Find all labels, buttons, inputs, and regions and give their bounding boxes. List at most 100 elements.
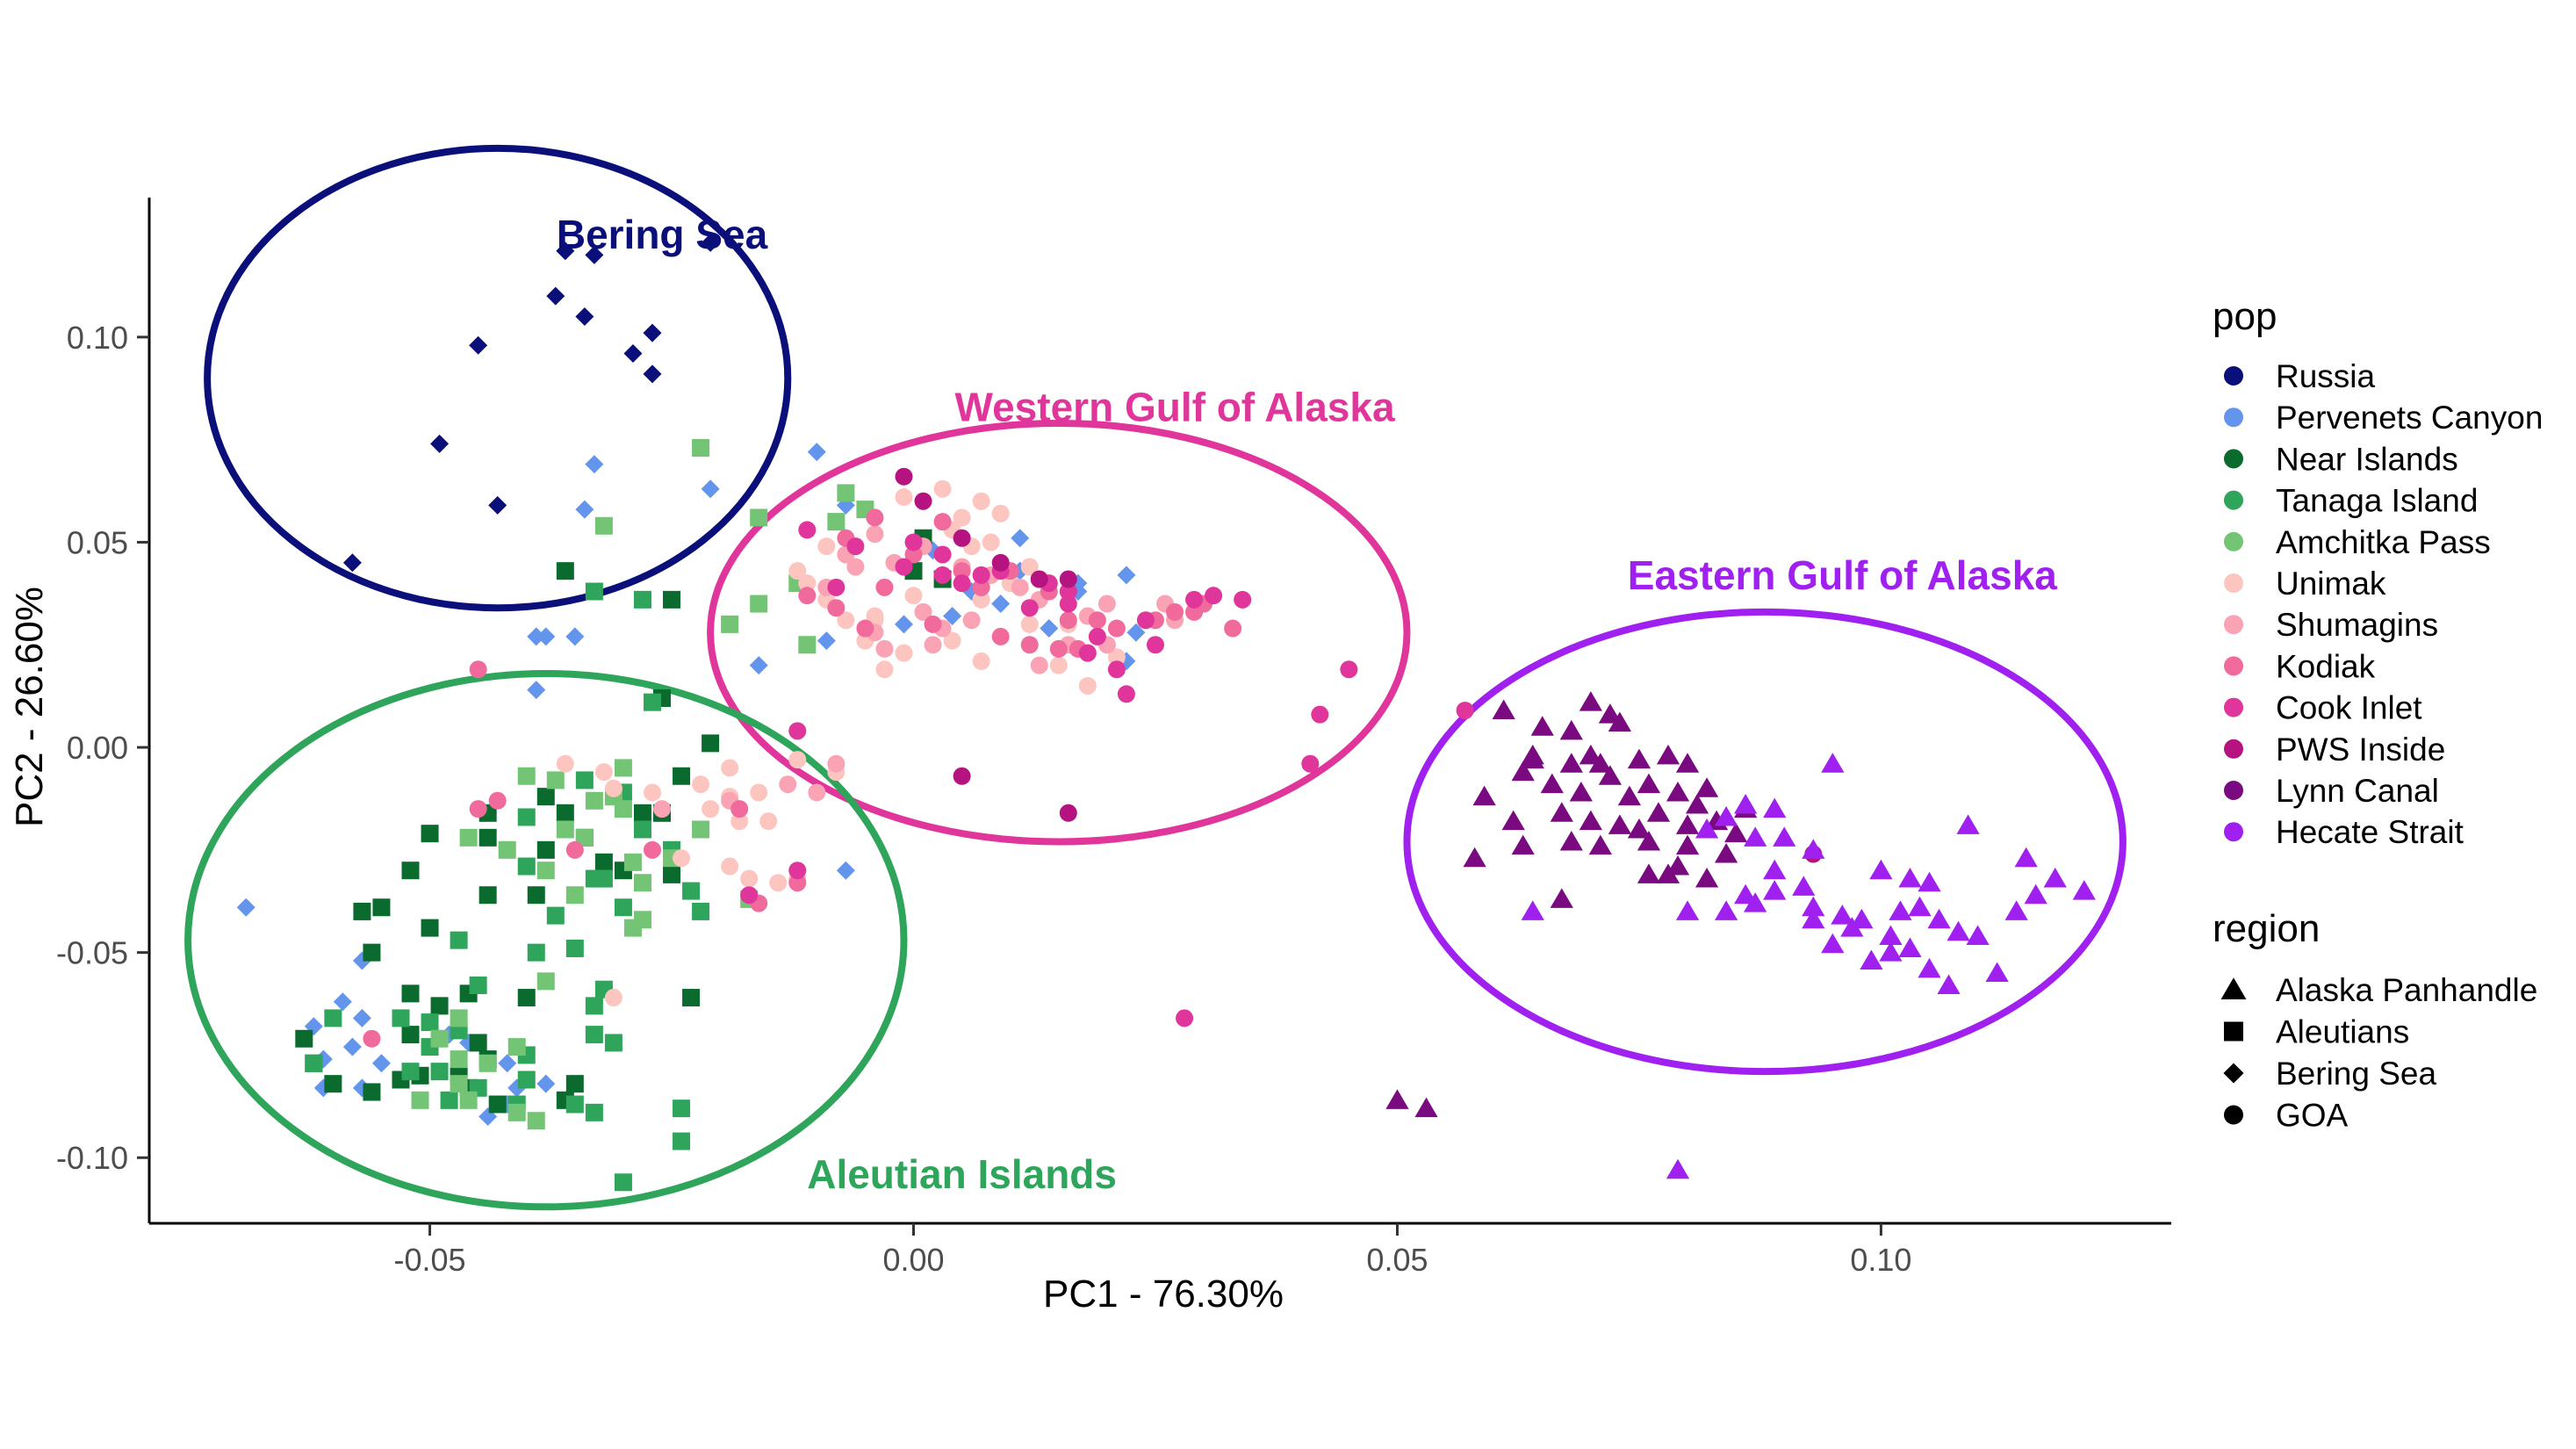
- legend-region-label: Aleutians: [2276, 1014, 2409, 1050]
- point-lynn-canal: [1472, 785, 1496, 806]
- point-near-islands: [556, 804, 574, 822]
- point-lynn-canal: [1463, 847, 1486, 868]
- point-hecate-strait: [1763, 859, 1787, 880]
- point-russia: [643, 323, 662, 342]
- legend-pop-label: Near Islands: [2276, 441, 2458, 477]
- legend-pop-label: PWS Inside: [2276, 732, 2445, 768]
- point-tanaga-island: [643, 693, 661, 711]
- point-unimak: [875, 660, 894, 679]
- legend-pop-label: Pervenets Canyon: [2276, 400, 2543, 436]
- point-hecate-strait: [1918, 871, 1941, 892]
- point-amchitka-pass: [411, 1091, 429, 1109]
- point-unimak: [788, 562, 807, 580]
- legend-pop-key: [2224, 656, 2243, 676]
- point-kodiak: [972, 578, 990, 596]
- point-cook-inlet: [933, 545, 952, 564]
- y-axis-ticks: -0.10 -0.05 0.00 0.05 0.10: [56, 320, 149, 1176]
- point-kodiak: [875, 578, 894, 596]
- point-russia: [430, 434, 450, 453]
- point-near-islands: [363, 1083, 381, 1101]
- point-lynn-canal: [1414, 1097, 1438, 1118]
- point-cook-inlet: [1059, 595, 1077, 613]
- point-pervenets-canyon: [817, 631, 836, 651]
- point-hecate-strait: [1860, 949, 1883, 970]
- point-lynn-canal: [1656, 863, 1680, 883]
- point-amchitka-pass: [498, 840, 516, 859]
- legend-pop-key: [2224, 366, 2243, 386]
- point-hecate-strait: [1521, 900, 1544, 920]
- legend-region-label: Alaska Panhandle: [2276, 972, 2537, 1008]
- point-unimak: [904, 587, 923, 605]
- point-tanaga-island: [305, 1054, 323, 1072]
- point-lynn-canal: [1675, 814, 1700, 834]
- point-amchitka-pass: [459, 1091, 478, 1109]
- y-tick-label: -0.05: [56, 935, 128, 971]
- point-hecate-strait: [1879, 925, 1903, 945]
- point-amchitka-pass: [517, 767, 536, 785]
- point-hecate-strait: [1831, 905, 1854, 925]
- point-lynn-canal: [1540, 773, 1564, 794]
- point-cook-inlet: [1146, 636, 1164, 654]
- point-near-islands: [517, 989, 536, 1007]
- point-russia: [701, 233, 720, 252]
- point-unimak: [721, 759, 739, 777]
- point-amchitka-pass: [459, 828, 478, 847]
- point-hecate-strait: [1908, 896, 1932, 917]
- point-tanaga-island: [633, 820, 651, 839]
- point-hecate-strait: [1956, 814, 1980, 834]
- legend-pop-key: [2224, 449, 2243, 469]
- point-kodiak: [1166, 602, 1184, 621]
- point-pws-inside: [914, 492, 932, 510]
- point-amchitka-pass: [827, 513, 845, 531]
- x-tick-label: 0.10: [1850, 1242, 1911, 1278]
- point-russia: [556, 242, 575, 261]
- point-unimak: [1020, 615, 1039, 633]
- point-pervenets-canyon: [536, 1074, 556, 1093]
- point-amchitka-pass: [837, 484, 855, 502]
- legend-pop-label: Amchitka Pass: [2276, 524, 2491, 560]
- point-unimak: [769, 874, 788, 892]
- y-tick-label: 0.05: [67, 524, 128, 560]
- point-cook-inlet: [1078, 644, 1097, 662]
- point-hecate-strait: [1937, 974, 1961, 995]
- point-lynn-canal: [1569, 781, 1593, 802]
- point-near-islands: [295, 1029, 313, 1048]
- point-shumagins: [827, 754, 845, 773]
- point-hecate-strait: [1734, 793, 1758, 814]
- point-lynn-canal: [1598, 703, 1623, 724]
- point-unimak: [991, 504, 1010, 523]
- x-axis-ticks: -0.05 0.00 0.05 0.10: [394, 1223, 1911, 1278]
- point-unimak: [817, 537, 836, 556]
- point-hecate-strait: [2072, 880, 2096, 900]
- point-tanaga-island: [527, 943, 545, 962]
- point-tanaga-island: [392, 1009, 410, 1027]
- y-tick-label: 0.10: [67, 320, 128, 356]
- point-kodiak: [991, 627, 1010, 645]
- point-lynn-canal: [1385, 1089, 1409, 1109]
- point-near-islands: [401, 861, 420, 880]
- point-amchitka-pass: [585, 791, 603, 810]
- point-hecate-strait: [1985, 962, 2009, 983]
- x-tick-label: 0.05: [1366, 1242, 1428, 1278]
- point-tanaga-island: [585, 1026, 603, 1044]
- point-cook-inlet: [953, 574, 971, 593]
- point-pervenets-canyon: [352, 1008, 371, 1027]
- point-cook-inlet: [1107, 660, 1126, 679]
- point-shumagins: [653, 800, 672, 818]
- point-russia: [469, 335, 488, 355]
- legend-pop-label: Kodiak: [2276, 648, 2376, 684]
- point-kodiak: [933, 513, 952, 531]
- point-unimak: [604, 989, 622, 1007]
- point-near-islands: [702, 734, 720, 753]
- point-kodiak: [904, 545, 923, 564]
- point-near-islands: [479, 886, 497, 905]
- point-hecate-strait: [1773, 826, 1796, 847]
- point-pervenets-canyon: [991, 595, 1011, 614]
- point-unimak: [982, 533, 1000, 551]
- point-near-islands: [536, 788, 555, 806]
- legend-pop-key: [2224, 615, 2243, 635]
- point-hecate-strait: [1763, 880, 1787, 900]
- point-pws-inside: [953, 529, 971, 547]
- point-hecate-strait: [1695, 818, 1719, 839]
- point-amchitka-pass: [692, 820, 710, 839]
